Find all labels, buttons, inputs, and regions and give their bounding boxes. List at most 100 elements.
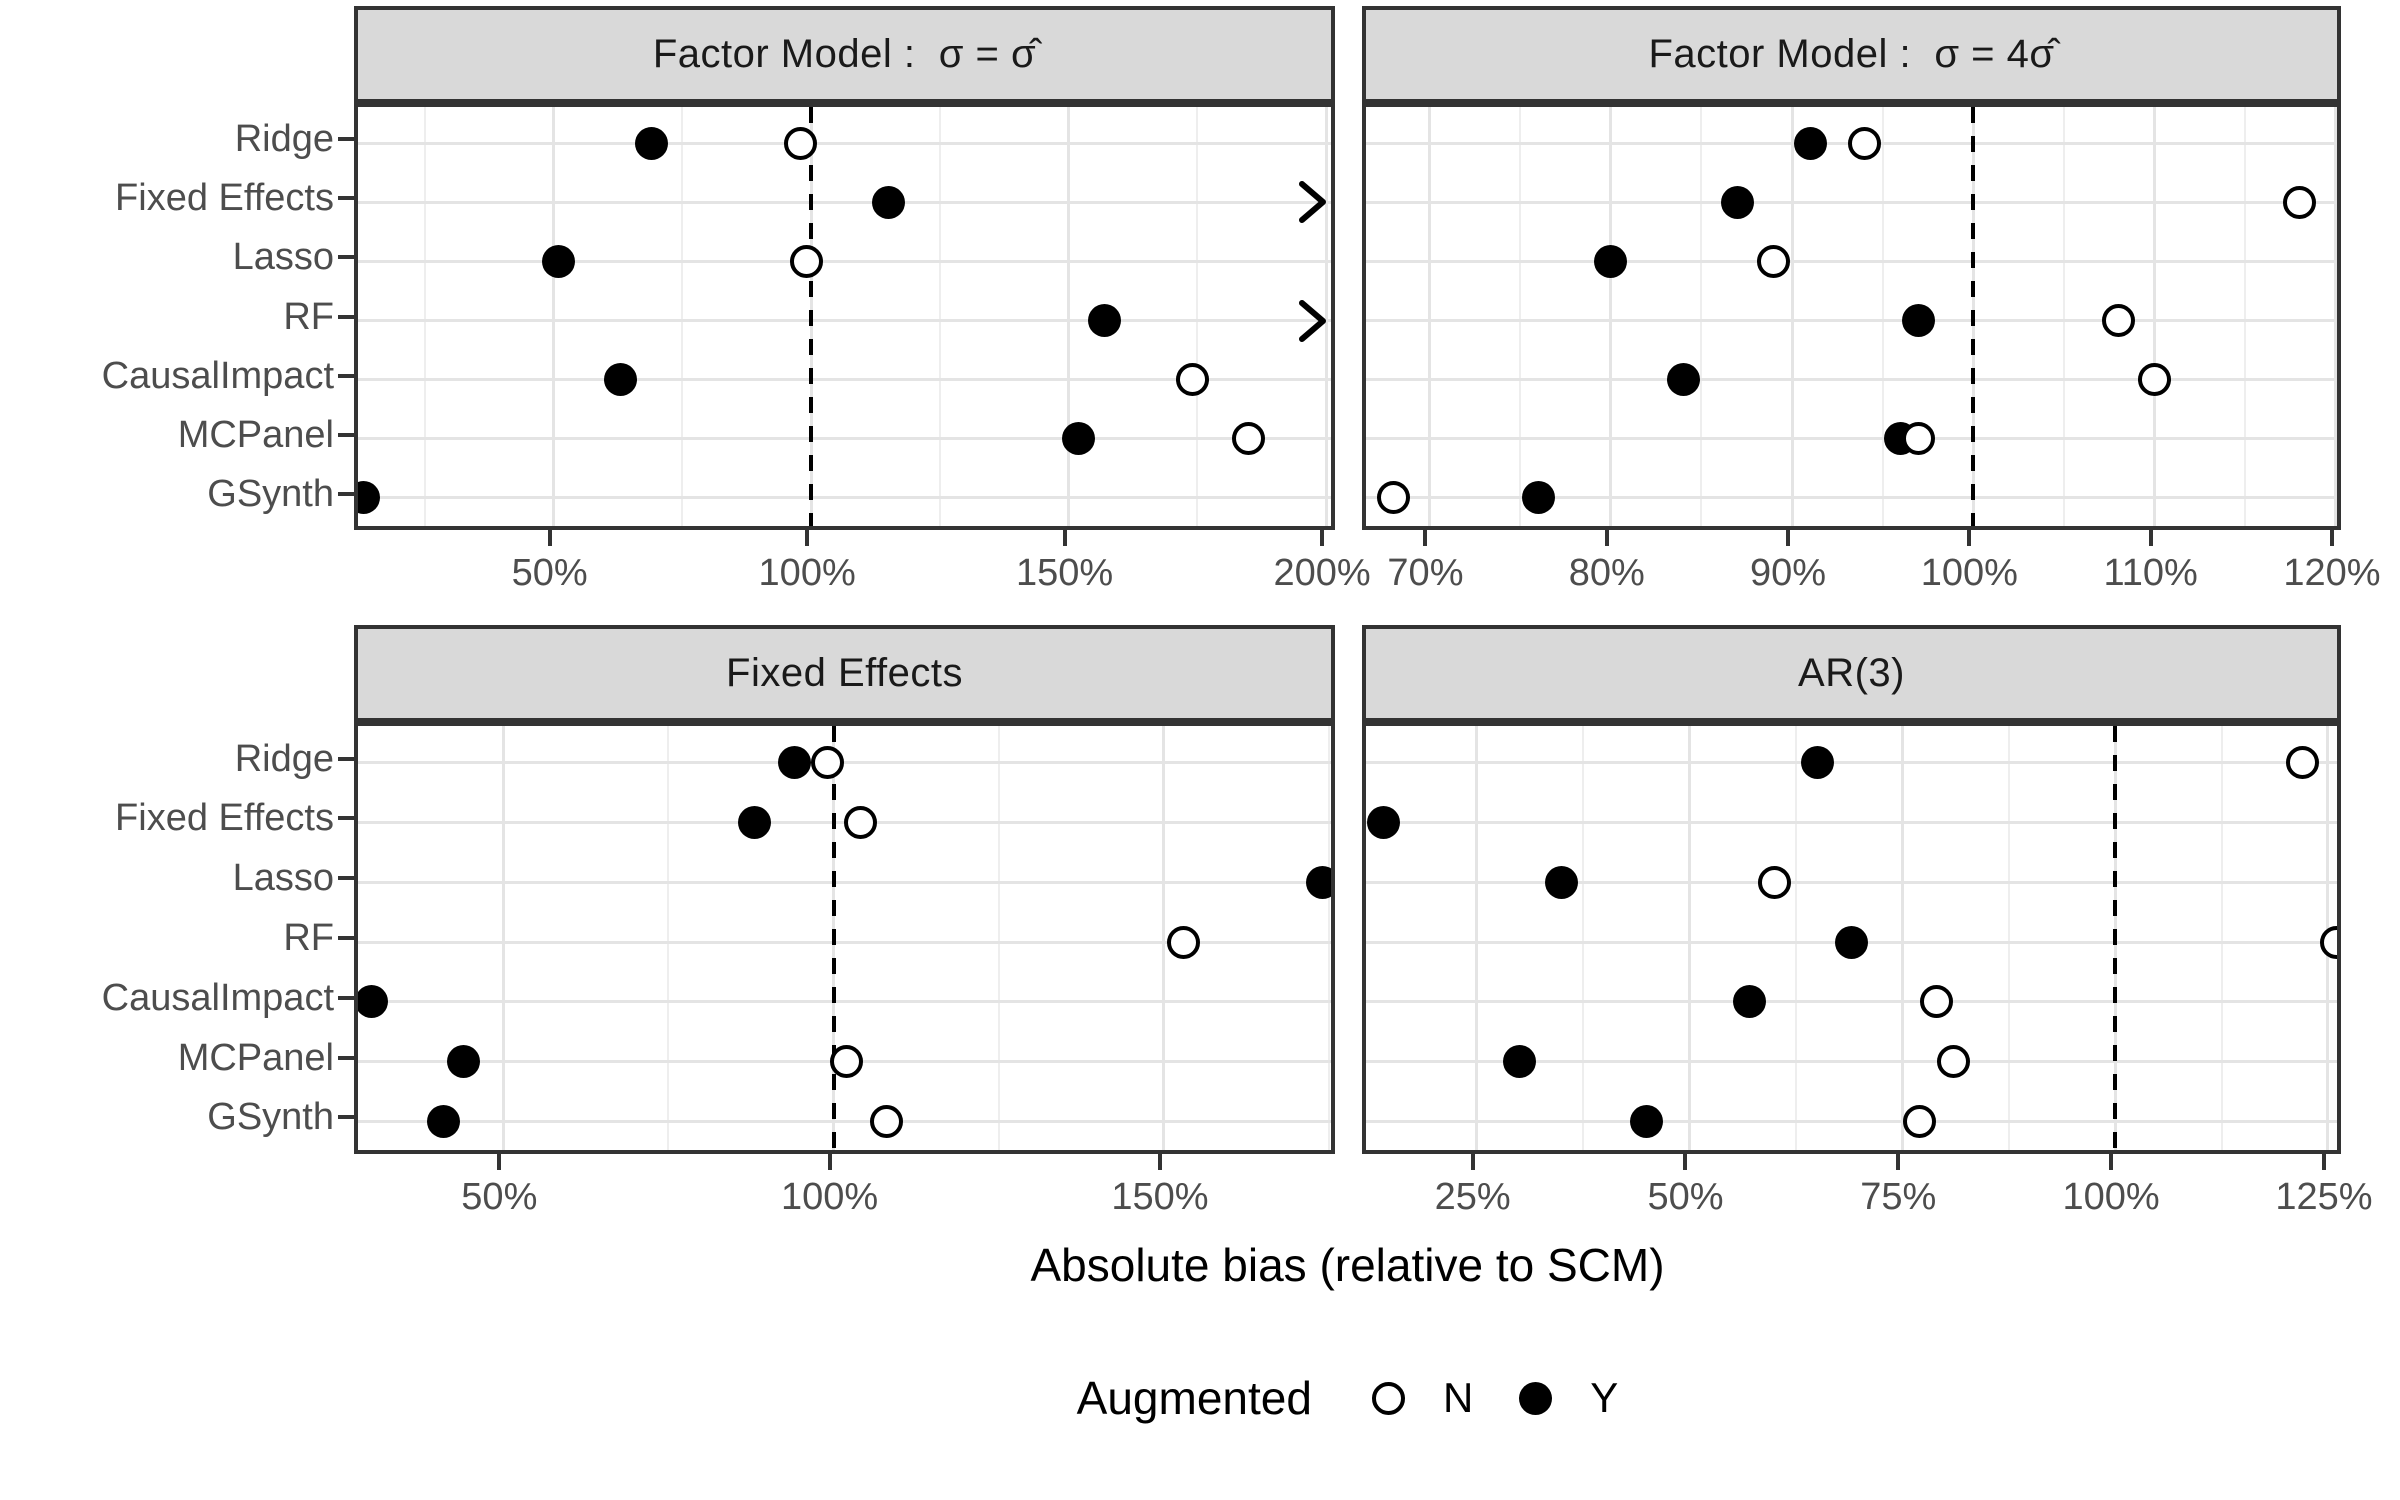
data-point-open [1175, 363, 1209, 397]
y-axis-tick [338, 756, 354, 761]
gridline-major-horizontal [1366, 1060, 2337, 1064]
gridline-major-horizontal [358, 496, 1331, 500]
legend-label-n: N [1442, 1374, 1474, 1421]
open-circle-icon [1371, 1381, 1405, 1415]
gridline-major-vertical [1609, 107, 1613, 526]
x-axis-title: Absolute bias (relative to SCM) [1030, 1239, 1665, 1291]
gridline-minor-vertical [681, 107, 684, 526]
x-axis-tick-label: 125% [2275, 1176, 2373, 1218]
y-axis-tick [338, 432, 354, 437]
gridline-major-vertical [1427, 107, 1431, 526]
y-axis-tick [338, 373, 354, 378]
gridline-major-horizontal [358, 761, 1331, 765]
data-point-filled [1721, 185, 1755, 219]
y-axis-label: CausalImpact [101, 354, 334, 397]
data-point-open [2285, 746, 2319, 780]
y-axis-tick [338, 936, 354, 940]
gridline-major-horizontal [1366, 880, 2337, 884]
x-axis-tick [547, 530, 552, 546]
x-axis-tick [805, 530, 810, 546]
facet-panel-top-right [1362, 103, 2341, 530]
legend-title: Augmented [1076, 1372, 1312, 1424]
gridline-minor-vertical [667, 726, 670, 1150]
x-axis-tick-label: 50% [1647, 1176, 1724, 1218]
legend-item-not-augmented: N [1371, 1374, 1474, 1422]
gridline-minor-vertical [2062, 107, 2065, 526]
data-point-open [830, 1045, 864, 1079]
x-axis-tick [1683, 1154, 1688, 1170]
y-axis-label: Fixed Effects [115, 177, 334, 220]
reference-line-100pct [831, 726, 836, 1150]
data-point-open [869, 1104, 903, 1138]
y-axis-tick [338, 255, 354, 260]
reference-line-100pct [2113, 726, 2118, 1150]
y-axis-tick [338, 491, 354, 496]
gridline-major-horizontal [1366, 761, 2337, 765]
facet-strip-top-left: Factor Model : σ = σ̂ [354, 6, 1335, 103]
gridline-major-horizontal [1366, 1000, 2337, 1004]
x-axis-tick-label: 150% [1111, 1176, 1209, 1218]
y-axis-label: GSynth [207, 1096, 334, 1139]
gridline-minor-vertical [1700, 107, 1703, 526]
y-axis-label: Lasso [232, 236, 334, 279]
x-axis-tick-label: 100% [758, 552, 856, 594]
gridline-minor-vertical [423, 107, 426, 526]
facet-panel-bottom-right [1362, 722, 2341, 1154]
data-point-filled [635, 126, 669, 160]
gridline-major-horizontal [1366, 200, 2337, 204]
x-axis-tick [2329, 530, 2334, 546]
data-point-filled [1666, 363, 1700, 397]
facet-panel-bottom-left [354, 722, 1335, 1154]
x-axis-tick [1604, 530, 1609, 546]
gridline-major-vertical [1475, 726, 1479, 1150]
data-point-filled [604, 363, 638, 397]
x-axis-tick-label: 25% [1434, 1176, 1511, 1218]
data-point-filled [447, 1045, 481, 1079]
gridline-major-horizontal [358, 1119, 1331, 1123]
data-point-filled [1800, 746, 1834, 780]
x-axis-tick [1423, 530, 1428, 546]
data-point-filled [1902, 304, 1936, 337]
y-axis-tick [338, 196, 354, 201]
x-axis-tick-label: 120% [2283, 552, 2381, 594]
gridline-major-horizontal [358, 259, 1331, 263]
x-axis-tick [497, 1154, 502, 1170]
y-axis-label: MCPanel [177, 413, 334, 456]
y-axis-label: MCPanel [177, 1036, 334, 1079]
y-axis-label: Ridge [234, 118, 334, 161]
x-axis-tick [1470, 1154, 1475, 1170]
gridline-minor-vertical [997, 726, 1000, 1150]
facet-title: AR(3) [1798, 651, 1905, 695]
reference-line-100pct [1971, 107, 1976, 526]
y-axis-label: RF [283, 295, 334, 338]
gridline-minor-vertical [1582, 726, 1585, 1150]
facet-title: Factor Model : σ = 4σ̂ [1648, 32, 2055, 76]
gridline-major-vertical [1900, 726, 1904, 1150]
facet-title: Factor Model : σ = σ̂ [652, 32, 1037, 76]
data-point-filled [1521, 481, 1555, 515]
y-axis-tick [338, 816, 354, 821]
data-point-open [1757, 244, 1791, 278]
gridline-major-horizontal [358, 940, 1331, 944]
gridline-major-vertical [1324, 107, 1328, 526]
gridline-minor-vertical [1196, 107, 1199, 526]
facet-strip-bottom-right: AR(3) [1362, 625, 2341, 722]
y-axis-label: Ridge [234, 737, 334, 780]
data-point-filled [1088, 304, 1122, 337]
x-axis-tick-label: 100% [1920, 552, 2018, 594]
x-axis-tick-label: 70% [1387, 552, 1464, 594]
data-point-open [1902, 422, 1936, 456]
overflow-arrow-icon [1298, 179, 1328, 225]
gridline-major-horizontal [1366, 259, 2337, 263]
x-axis-tick-label: 50% [461, 1176, 538, 1218]
x-axis-tick [2109, 1154, 2114, 1170]
data-point-open [1936, 1045, 1970, 1079]
gridline-major-vertical [2334, 107, 2337, 526]
data-point-open [2138, 363, 2172, 397]
y-axis-tick [338, 995, 354, 1000]
x-axis-tick-label: 50% [511, 552, 588, 594]
gridline-major-vertical [1162, 726, 1166, 1150]
x-axis-tick [827, 1154, 832, 1170]
data-point-open [784, 126, 818, 160]
